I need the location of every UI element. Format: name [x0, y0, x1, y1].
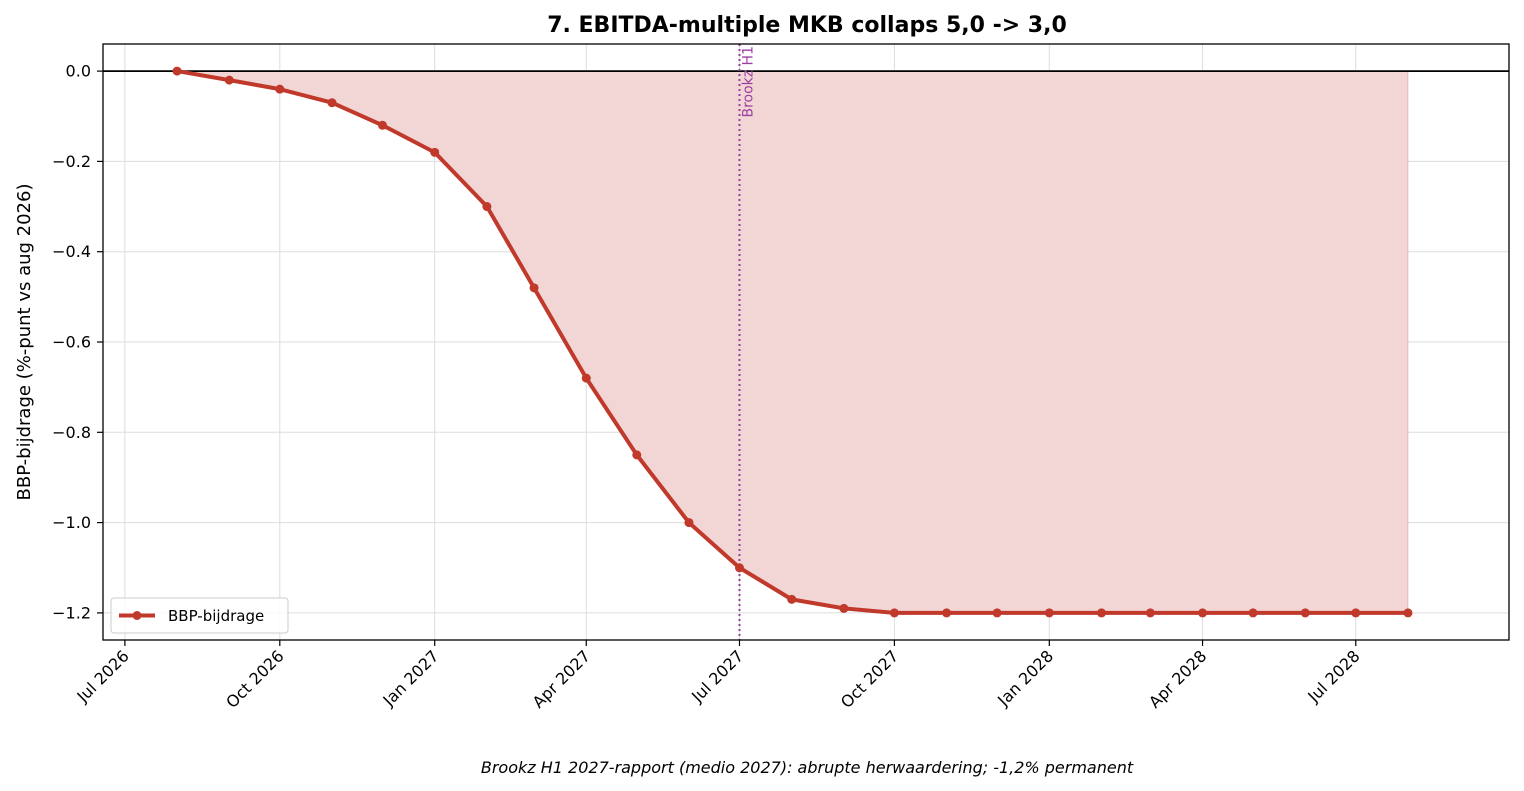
data-point: [1097, 608, 1107, 618]
data-point: [632, 450, 642, 460]
x-tick-label: Jul 2027: [687, 646, 747, 706]
y-tick-label: 0.0: [66, 62, 91, 81]
data-point: [1351, 608, 1361, 618]
y-tick-label: −0.6: [52, 333, 91, 352]
data-point: [1198, 608, 1208, 618]
x-tick-label: Jul 2028: [1303, 646, 1363, 706]
data-point: [1044, 608, 1054, 618]
data-point: [482, 202, 492, 212]
data-point: [378, 120, 388, 130]
y-tick-label: −0.4: [52, 242, 91, 261]
x-tick-label: Apr 2027: [529, 646, 594, 711]
data-point: [430, 147, 440, 157]
data-point: [172, 66, 182, 76]
legend-box: [110, 597, 289, 634]
data-point: [1145, 608, 1155, 618]
data-point: [581, 373, 591, 383]
data-point: [992, 608, 1002, 618]
data-point: [1300, 608, 1310, 618]
y-axis: 0.0 −0.2 −0.4 −0.6 −0.8 −1.0 −1.2: [52, 62, 103, 622]
legend: BBP-bijdrage: [110, 597, 289, 634]
x-tick-label: Jan 2028: [993, 646, 1057, 710]
data-point: [529, 283, 539, 293]
x-tick-label: Jul 2026: [73, 646, 133, 706]
data-point: [1248, 608, 1258, 618]
chart-caption: Brookz H1 2027-rapport (medio 2027): abr…: [481, 758, 1134, 777]
data-point: [275, 84, 285, 94]
chart-title: 7. EBITDA-multiple MKB collaps 5,0 -> 3,…: [547, 13, 1067, 38]
data-point: [787, 594, 797, 604]
data-point: [889, 608, 899, 618]
x-tick-label: Jan 2027: [379, 646, 443, 710]
annotation-layer: Brookz H1: [738, 44, 756, 640]
y-tick-label: −1.0: [52, 513, 91, 532]
legend-marker-swatch: [132, 611, 142, 620]
y-tick-label: −0.2: [52, 152, 91, 171]
data-point: [1403, 608, 1413, 618]
data-point: [942, 608, 952, 618]
x-tick-label: Apr 2028: [1145, 646, 1210, 711]
data-point: [327, 98, 337, 108]
y-tick-label: −1.2: [52, 603, 91, 622]
y-axis-label: BBP-bijdrage (%-punt vs aug 2026): [14, 184, 35, 501]
x-tick-label: Oct 2026: [222, 646, 287, 711]
annotation-label: Brookz H1: [740, 46, 756, 118]
data-point: [734, 563, 744, 573]
data-point: [684, 518, 694, 528]
y-tick-label: −0.8: [52, 423, 91, 442]
x-tick-label: Oct 2027: [837, 646, 902, 711]
series-points-layer: [172, 66, 1413, 618]
data-point: [224, 75, 234, 85]
x-axis: Jul 2026 Oct 2026 Jan 2027 Apr 2027 Jul 2027…: [73, 640, 1364, 712]
legend-label: BBP-bijdrage: [168, 607, 264, 625]
data-point: [839, 603, 849, 613]
